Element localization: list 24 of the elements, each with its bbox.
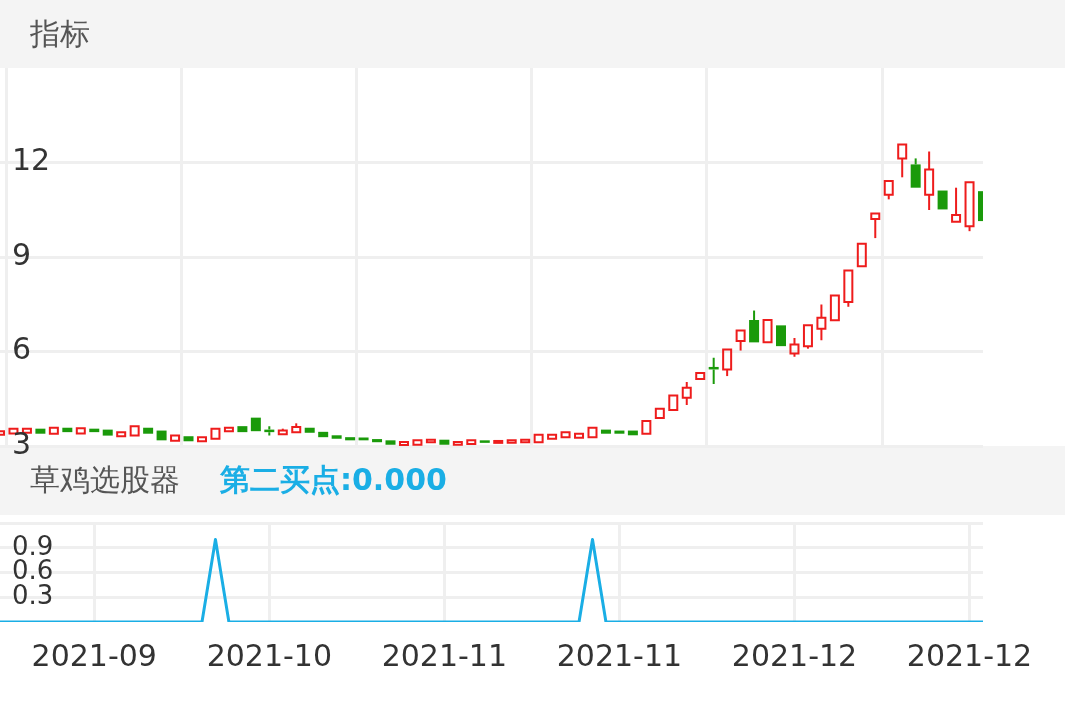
candlestick	[789, 336, 800, 358]
x-tick-label: 2021-12	[906, 637, 1033, 673]
candlestick	[951, 186, 962, 223]
y-tick-label: 12	[12, 142, 51, 178]
x-tick-label: 2021-12	[731, 637, 858, 673]
candlestick	[897, 143, 908, 179]
candlestick	[735, 329, 746, 352]
chart-title: 草鸡选股器	[30, 461, 180, 499]
candlestick	[924, 150, 935, 212]
candlestick	[749, 309, 760, 343]
x-tick-label: 2021-11	[381, 637, 508, 673]
series-label: 第二买点:0.000	[220, 461, 447, 499]
candlestick	[910, 157, 921, 188]
y-tick-label: 6	[12, 331, 32, 367]
chart-title: 指标	[30, 14, 90, 53]
x-tick-label: 2021-10	[206, 637, 332, 673]
x-tick-label: 2021-11	[556, 637, 683, 673]
y-tick-label: 3	[12, 425, 32, 461]
y-tick-label: 0.3	[12, 580, 54, 610]
y-tick-label: 9	[12, 236, 32, 272]
candlestick	[722, 348, 733, 378]
candlestick	[816, 303, 827, 342]
x-tick-label: 2021-09	[31, 637, 157, 673]
candlestick	[870, 212, 881, 240]
